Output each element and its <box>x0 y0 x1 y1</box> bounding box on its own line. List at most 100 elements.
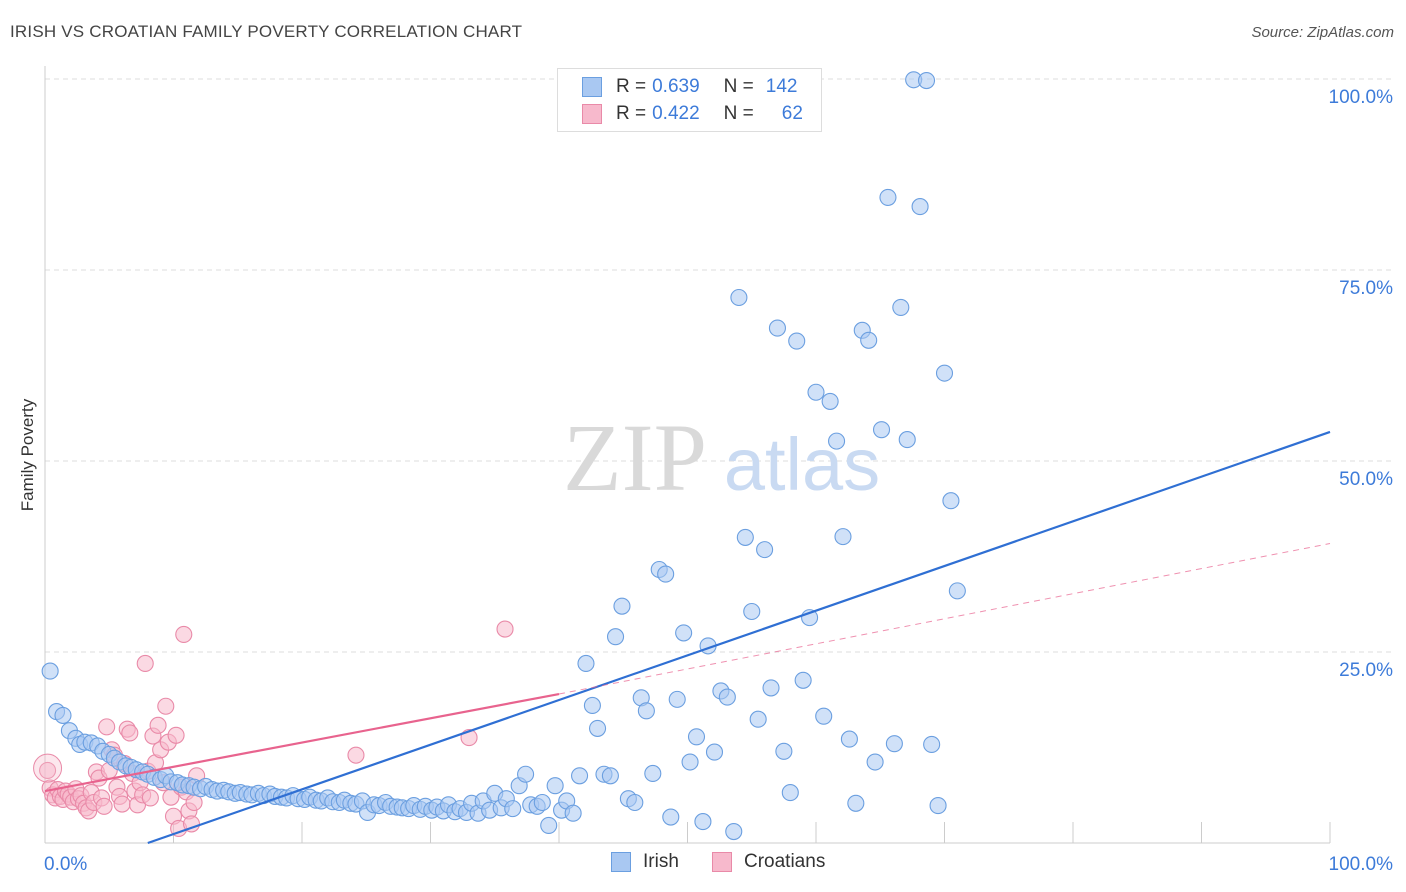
irish-point <box>942 492 960 510</box>
watermark-zip: ZIP <box>563 404 707 511</box>
croatians-point <box>149 716 167 734</box>
irish-point <box>730 288 748 307</box>
irish-point <box>705 743 724 761</box>
n-label: N = <box>723 76 754 97</box>
irish-point <box>718 688 736 706</box>
source-credit: Source: ZipAtlas.com <box>1251 24 1394 41</box>
irish-point <box>892 298 910 316</box>
croatians-point <box>175 625 193 643</box>
croatians-point <box>496 620 514 638</box>
stats-legend: R = 0.639 N = 142 R = 0.422 N = 62 <box>557 68 822 132</box>
irish-point <box>571 767 589 785</box>
irish-point <box>815 707 833 725</box>
irish-point <box>749 710 767 728</box>
croatians-legend-label: Croatians <box>744 851 826 872</box>
irish-point <box>917 71 936 90</box>
irish-point <box>644 764 662 783</box>
irish-point <box>879 188 897 206</box>
n-value: 62 <box>781 103 803 124</box>
legend-row-irish: R = 0.639 N = 142 <box>582 74 797 100</box>
y-tick-label: 25.0% <box>1339 660 1393 681</box>
croatians-point <box>157 697 175 715</box>
croatians-point <box>141 789 159 807</box>
x-tick-label-max: 100.0% <box>1329 854 1394 875</box>
irish-point <box>756 541 774 559</box>
irish-point <box>725 822 743 841</box>
irish-swatch <box>582 77 602 97</box>
irish-point <box>681 753 699 771</box>
croatians-point <box>121 724 139 742</box>
irish-point <box>794 671 812 689</box>
irish-point <box>898 431 916 449</box>
croatians-point <box>113 795 131 813</box>
x-tick-label-min: 0.0% <box>44 854 87 875</box>
irish-point <box>768 319 787 337</box>
croatians-point <box>136 654 154 673</box>
irish-point <box>866 753 884 771</box>
irish-point <box>929 797 947 815</box>
irish-point <box>517 765 535 783</box>
r-value: 0.422 <box>652 103 700 124</box>
irish-point <box>781 784 799 802</box>
irish-point <box>533 793 551 812</box>
irish-point <box>613 597 631 615</box>
irish-trend-line <box>147 430 1331 845</box>
y-tick-label: 75.0% <box>1339 278 1393 299</box>
croatians-trend-line <box>44 692 560 793</box>
legend-item-croatians[interactable]: Croatians <box>712 851 825 873</box>
irish-point <box>860 331 878 349</box>
irish-point <box>885 735 903 753</box>
irish-point <box>911 198 929 216</box>
irish-point <box>694 813 712 831</box>
irish-point <box>662 808 680 826</box>
irish-point <box>775 742 793 760</box>
irish-point <box>828 432 846 450</box>
irish-point <box>923 735 941 753</box>
y-tick-label: 100.0% <box>1329 87 1394 108</box>
irish-point <box>588 719 607 737</box>
irish-point <box>626 793 644 812</box>
irish-point <box>564 804 582 822</box>
croatians-swatch <box>582 104 602 124</box>
irish-point <box>687 728 706 746</box>
irish-point <box>872 421 891 439</box>
irish-point <box>657 565 675 583</box>
irish-point <box>637 702 655 720</box>
irish-point <box>948 582 966 600</box>
irish-point <box>668 690 686 708</box>
n-label: N = <box>723 103 754 124</box>
irish-legend-label: Irish <box>643 851 679 872</box>
croatians-point-large <box>33 753 63 783</box>
croatians-point <box>347 746 365 764</box>
n-value: 142 <box>765 76 798 97</box>
irish-point <box>54 706 72 724</box>
irish-point <box>577 654 595 673</box>
series-legend: Irish Croatians <box>0 851 1406 879</box>
irish-point <box>840 730 858 748</box>
legend-item-irish[interactable]: Irish <box>611 851 679 873</box>
irish-point <box>935 364 954 382</box>
r-label: R = <box>616 103 647 124</box>
irish-point <box>606 628 625 646</box>
irish-point <box>743 602 761 621</box>
irish-point <box>736 528 754 546</box>
irish-point <box>504 800 522 818</box>
irish-point <box>847 794 865 812</box>
irish-point <box>834 528 852 546</box>
watermark-atlas: atlas <box>724 423 880 506</box>
croatians-point <box>98 718 116 736</box>
gridlines <box>45 78 1395 653</box>
croatians-point <box>167 726 185 744</box>
watermark: ZIP atlas <box>563 404 880 511</box>
croatians-trend-extension <box>558 543 1331 695</box>
irish-point <box>583 696 601 715</box>
trend-lines <box>44 430 1331 845</box>
irish-point <box>762 679 780 697</box>
legend-row-croatians: R = 0.422 N = 62 <box>582 101 803 127</box>
irish-point <box>601 767 619 785</box>
y-tick-label: 50.0% <box>1339 469 1393 490</box>
r-label: R = <box>616 76 647 97</box>
irish-point <box>540 816 558 834</box>
croatians-point <box>39 761 57 779</box>
